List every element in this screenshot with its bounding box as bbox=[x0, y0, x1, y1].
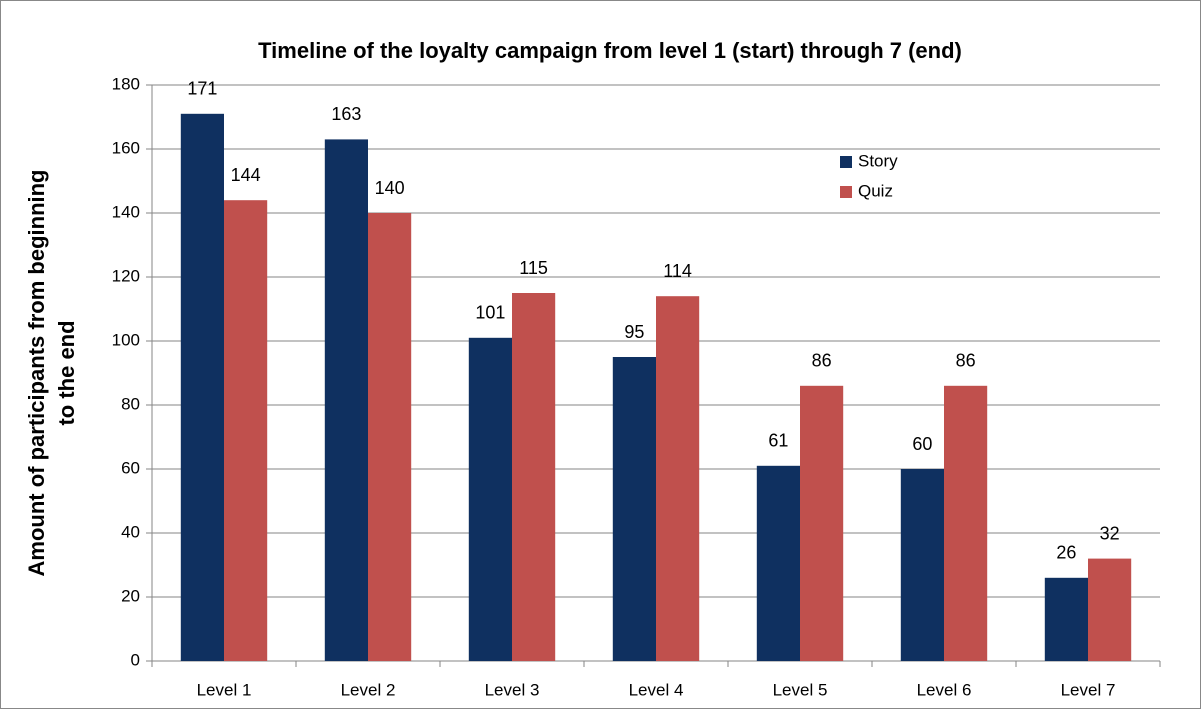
data-label: 86 bbox=[812, 351, 832, 371]
data-label: 32 bbox=[1100, 523, 1120, 543]
data-label: 86 bbox=[956, 351, 976, 371]
bar bbox=[368, 213, 412, 661]
data-label: 95 bbox=[624, 322, 644, 342]
data-label: 61 bbox=[768, 431, 788, 451]
legend-swatch bbox=[840, 186, 852, 198]
y-tick-label: 0 bbox=[131, 650, 140, 669]
y-tick-label: 80 bbox=[121, 394, 140, 413]
bar bbox=[756, 465, 800, 661]
bar bbox=[512, 293, 556, 661]
bar bbox=[944, 385, 988, 661]
chart-title: Timeline of the loyalty campaign from le… bbox=[258, 38, 962, 63]
legend-swatch bbox=[840, 156, 852, 168]
data-label: 114 bbox=[663, 261, 692, 281]
bar bbox=[612, 357, 656, 661]
x-tick-label: Level 6 bbox=[917, 680, 972, 699]
y-tick-label: 180 bbox=[112, 74, 140, 93]
y-tick-label: 20 bbox=[121, 586, 140, 605]
x-tick-label: Level 7 bbox=[1061, 680, 1116, 699]
data-label: 163 bbox=[331, 104, 361, 124]
x-tick-label: Level 5 bbox=[773, 680, 828, 699]
bar bbox=[656, 296, 700, 661]
legend-label: Story bbox=[858, 151, 898, 170]
data-label: 144 bbox=[231, 165, 261, 185]
data-label: 115 bbox=[519, 258, 548, 278]
bar bbox=[900, 469, 944, 661]
y-tick-label: 140 bbox=[112, 202, 140, 221]
x-tick-label: Level 4 bbox=[629, 680, 684, 699]
y-tick-label: 100 bbox=[112, 330, 140, 349]
x-tick-label: Level 3 bbox=[485, 680, 540, 699]
bar bbox=[1044, 577, 1088, 661]
x-tick-label: Level 2 bbox=[341, 680, 396, 699]
y-axis-label: to the end bbox=[54, 320, 79, 425]
y-tick-label: 40 bbox=[121, 522, 140, 541]
bar bbox=[180, 113, 224, 662]
data-label: 140 bbox=[375, 178, 405, 198]
y-tick-label: 120 bbox=[112, 266, 140, 285]
data-label: 26 bbox=[1056, 543, 1076, 563]
bar bbox=[800, 385, 844, 661]
legend-label: Quiz bbox=[858, 181, 893, 200]
data-label: 60 bbox=[912, 434, 932, 454]
bar bbox=[468, 337, 512, 661]
bar bbox=[224, 200, 268, 661]
y-tick-label: 60 bbox=[121, 458, 140, 477]
x-tick-label: Level 1 bbox=[197, 680, 252, 699]
bar bbox=[1088, 558, 1132, 661]
y-axis-label: Amount of participants from beginning bbox=[24, 170, 49, 577]
data-label: 171 bbox=[187, 79, 217, 99]
y-tick-label: 160 bbox=[112, 138, 140, 157]
bar bbox=[324, 139, 368, 661]
data-label: 101 bbox=[475, 303, 505, 323]
